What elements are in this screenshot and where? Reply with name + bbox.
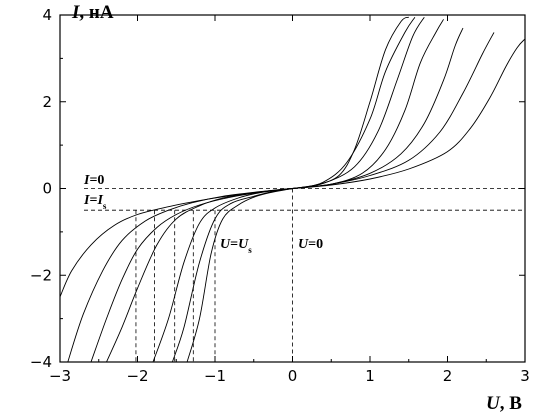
annotation-i-is-eq: = (89, 193, 97, 208)
annotation-i-zero: I=0 (83, 173, 104, 188)
y-axis-symbol: I (71, 2, 80, 23)
annotation-i-zero-rest: =0 (89, 173, 104, 188)
x-axis-symbol: U (486, 393, 501, 414)
reference-lines (84, 188, 525, 362)
annotation-i-is: I=Is (83, 193, 107, 211)
annotation-i-zero-symbol: I (83, 173, 90, 188)
x-tick-label-0: −3 (49, 367, 71, 385)
x-axis-label: U, В (486, 393, 522, 414)
annotation-i-is-symbol2: I (96, 193, 103, 208)
x-tick-label-4: 1 (365, 367, 375, 385)
x-tick-label-1: −2 (126, 367, 148, 385)
series-line-5 (67, 27, 464, 363)
annotation-u-zero-rest: =0 (308, 237, 323, 252)
annotation-u-zero-symbol: U (298, 237, 309, 252)
annotation-i-is-symbol: I (83, 193, 90, 208)
tick-labels: −3 −2 −1 0 1 2 3 −4 −2 0 2 4 (30, 6, 530, 385)
annotation-u-us-sub: s (248, 245, 252, 255)
annotation-u-us-symbol2: U (238, 237, 249, 252)
series-line-7 (59, 38, 526, 298)
x-tick-label-5: 2 (443, 367, 453, 385)
annotation-u-us-eq: = (230, 237, 238, 252)
annotation-u-zero: U=0 (298, 237, 323, 252)
y-tick-label-0: −4 (30, 353, 52, 371)
annotation-i-is-sub: s (103, 201, 107, 211)
series-line-2 (171, 16, 416, 363)
y-tick-label-1: −2 (30, 266, 52, 284)
y-axis-label: I, нА (71, 2, 114, 23)
ticks (59, 14, 526, 363)
annotation-u-us: U=Us (220, 237, 252, 255)
x-tick-label-2: −1 (204, 367, 226, 385)
y-tick-label-3: 2 (42, 93, 52, 111)
x-tick-label-6: 3 (520, 367, 530, 385)
x-axis-unit: , В (500, 393, 523, 414)
y-axis-unit: , нА (79, 2, 113, 23)
x-tick-label-3: 0 (288, 367, 298, 385)
series-group (59, 16, 526, 363)
y-tick-label-4: 4 (42, 6, 52, 24)
annotation-u-us-symbol: U (220, 237, 231, 252)
series-line-1 (186, 16, 410, 363)
y-tick-label-2: 0 (42, 180, 52, 198)
